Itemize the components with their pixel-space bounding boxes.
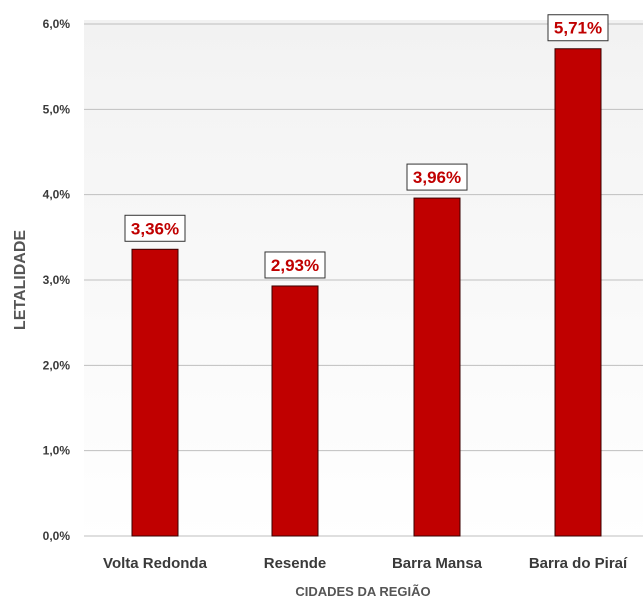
category-label: Resende bbox=[264, 555, 327, 572]
data-label-box bbox=[406, 163, 468, 191]
bar bbox=[271, 285, 319, 537]
bar bbox=[131, 248, 179, 537]
category-label: Barra Mansa bbox=[392, 555, 483, 572]
y-axis-tick-labels: 0,0% 1,0% 2,0% 3,0% 4,0% 5,0% 6,0% bbox=[43, 17, 71, 543]
data-label-box bbox=[547, 14, 609, 42]
bar bbox=[554, 48, 602, 537]
data-label-box bbox=[124, 214, 186, 242]
y-tick-label: 5,0% bbox=[43, 102, 71, 116]
y-tick-label: 2,0% bbox=[43, 358, 71, 372]
bar bbox=[413, 197, 461, 537]
x-axis-category-labels: Volta Redonda Resende Barra Mansa Barra do … bbox=[103, 555, 628, 572]
bars bbox=[131, 48, 602, 537]
data-label: 2,93% bbox=[271, 256, 319, 275]
x-axis-title: CIDADES DA REGIÃO bbox=[295, 584, 430, 598]
data-label: 3,36% bbox=[131, 219, 179, 238]
y-tick-label: 4,0% bbox=[43, 188, 71, 202]
y-tick-label: 0,0% bbox=[43, 529, 71, 543]
data-label-box bbox=[264, 251, 326, 279]
data-label: 3,96% bbox=[413, 168, 461, 187]
y-tick-label: 3,0% bbox=[43, 273, 71, 287]
category-label: Volta Redonda bbox=[103, 555, 208, 572]
data-labels: 3,36% 2,93% 3,96% 5,71% bbox=[124, 14, 609, 279]
category-label: Barra do Piraí bbox=[529, 555, 628, 572]
y-tick-label: 1,0% bbox=[43, 444, 71, 458]
y-axis-title: LETALIDADE bbox=[12, 230, 29, 330]
data-label: 5,71% bbox=[554, 19, 602, 38]
y-tick-label: 6,0% bbox=[43, 17, 71, 31]
